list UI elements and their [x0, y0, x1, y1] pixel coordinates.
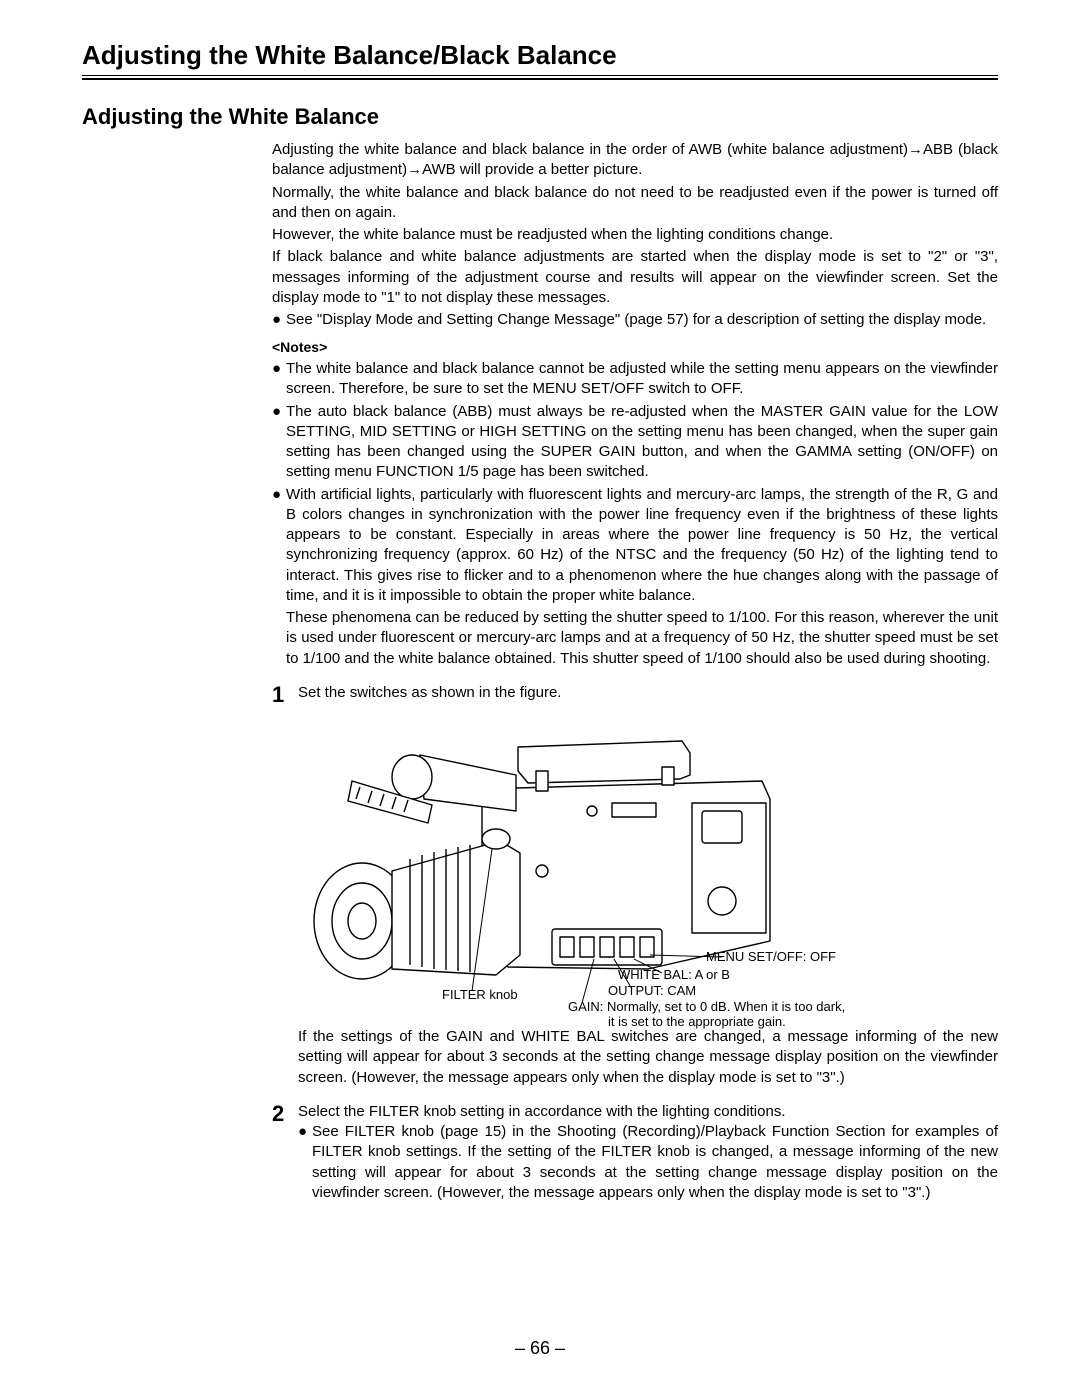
- main-title: Adjusting the White Balance/Black Balanc…: [82, 40, 998, 76]
- intro-p1: Adjusting the white balance and black ba…: [272, 140, 998, 181]
- note-3a: ●With artificial lights, particularly wi…: [272, 485, 998, 607]
- step-2-num: 2: [272, 1102, 298, 1126]
- step-2: 2 Select the FILTER knob setting in acco…: [272, 1102, 998, 1205]
- intro-bullet-1: ●See "Display Mode and Setting Change Me…: [272, 310, 998, 330]
- intro-b1-text: See "Display Mode and Setting Change Mes…: [286, 311, 986, 328]
- step-1-body: Set the switches as shown in the figure.: [298, 683, 998, 1088]
- camera-illustration: [292, 711, 852, 1011]
- callout-filter: FILTER knob: [442, 987, 518, 1004]
- intro-p4: If black balance and white balance adjus…: [272, 247, 998, 308]
- intro-p3: However, the white balance must be readj…: [272, 225, 998, 245]
- intro-p2: Normally, the white balance and black ba…: [272, 183, 998, 224]
- note-2-text: The auto black balance (ABB) must always…: [286, 403, 998, 481]
- step-1-text: Set the switches as shown in the figure.: [298, 683, 998, 703]
- callout-output: OUTPUT: CAM: [608, 983, 696, 1000]
- camera-figure: FILTER knob MENU SET/OFF: OFF WHITE BAL:…: [292, 711, 998, 1021]
- step-2-body: Select the FILTER knob setting in accord…: [298, 1102, 998, 1205]
- note-2: ●The auto black balance (ABB) must alway…: [272, 402, 998, 483]
- step-2-b1-text: See FILTER knob (page 15) in the Shootin…: [312, 1123, 998, 1201]
- note-1-text: The white balance and black balance cann…: [286, 360, 998, 397]
- note-1: ●The white balance and black balance can…: [272, 359, 998, 400]
- step-1: 1 Set the switches as shown in the figur…: [272, 683, 998, 1088]
- step-2-text: Select the FILTER knob setting in accord…: [298, 1102, 998, 1122]
- callout-gain2: it is set to the appropriate gain.: [608, 1014, 786, 1031]
- note-3a-text: With artificial lights, particularly wit…: [286, 486, 998, 604]
- note-3b: These phenomena can be reduced by settin…: [272, 608, 998, 669]
- step-1-after: If the settings of the GAIN and WHITE BA…: [298, 1027, 998, 1088]
- page-number: – 66 –: [0, 1338, 1080, 1359]
- step-2-bullet: ●See FILTER knob (page 15) in the Shooti…: [298, 1122, 998, 1203]
- callout-white: WHITE BAL: A or B: [618, 967, 730, 984]
- body-block: Adjusting the white balance and black ba…: [272, 140, 998, 1205]
- notes-label: <Notes>: [272, 338, 998, 357]
- callout-menu: MENU SET/OFF: OFF: [706, 949, 836, 966]
- title-rule: [82, 78, 998, 80]
- section-title: Adjusting the White Balance: [82, 104, 998, 130]
- step-1-num: 1: [272, 683, 298, 707]
